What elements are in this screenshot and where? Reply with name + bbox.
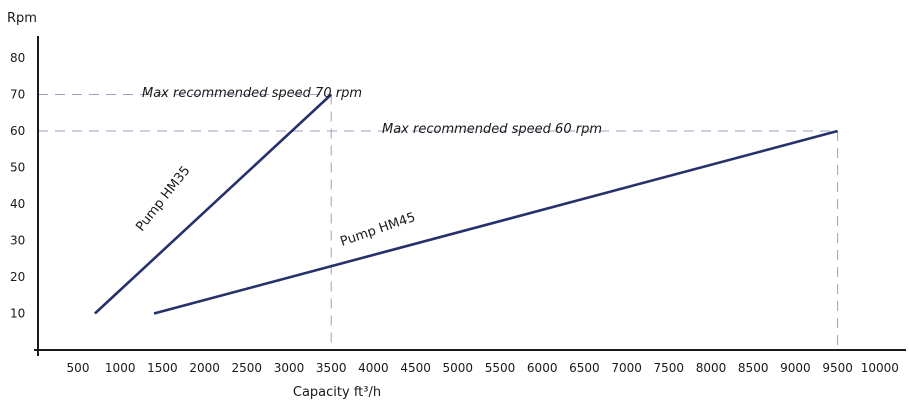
x-tick-label: 1500 bbox=[147, 361, 178, 375]
x-tick-label: 5000 bbox=[443, 361, 474, 375]
series-line-pump-hm45 bbox=[153, 129, 838, 315]
labels: Pump HM35 Pump HM45 Max recommended speed … bbox=[133, 86, 602, 250]
x-tick-label: 7500 bbox=[654, 361, 685, 375]
x-tick-label: 6000 bbox=[527, 361, 558, 375]
axes: 10 20 30 40 50 60 70 80 500 1000 1500 2000 2500 3000 3… bbox=[7, 11, 906, 400]
y-tick-label: 10 bbox=[10, 307, 25, 321]
y-tick-label: 40 bbox=[10, 197, 25, 211]
y-tick-label: 70 bbox=[10, 88, 25, 102]
x-tick-label: 2000 bbox=[189, 361, 220, 375]
reference-label-60: Max recommended speed 60 rpm bbox=[382, 122, 602, 137]
series-label-pump-hm35: Pump HM35 bbox=[133, 163, 193, 234]
reference-label-70: Max recommended speed 70 rpm bbox=[142, 86, 362, 101]
y-tick-label: 20 bbox=[10, 270, 25, 284]
x-axis-title: Capacity ft³/h bbox=[293, 385, 381, 400]
y-axis-title: Rpm bbox=[7, 11, 37, 26]
x-tick-label: 3500 bbox=[316, 361, 347, 375]
x-tick-label: 500 bbox=[67, 361, 90, 375]
x-tick-label: 4500 bbox=[400, 361, 431, 375]
series bbox=[94, 93, 838, 315]
x-tick-label: 2500 bbox=[232, 361, 263, 375]
x-tick-label: 8500 bbox=[738, 361, 769, 375]
series-label-pump-hm45: Pump HM45 bbox=[338, 210, 417, 250]
x-tick-label: 7000 bbox=[611, 361, 642, 375]
x-tick-label: 5500 bbox=[485, 361, 516, 375]
y-tick-label: 80 bbox=[10, 51, 25, 65]
x-tick-label: 9000 bbox=[780, 361, 811, 375]
y-tick-label: 50 bbox=[10, 161, 25, 175]
y-tick-label: 30 bbox=[10, 234, 25, 248]
x-tick-label: 10000 bbox=[861, 361, 899, 375]
x-tick-label: 6500 bbox=[569, 361, 600, 375]
y-tick-label: 60 bbox=[10, 124, 25, 138]
x-tick-label: 1000 bbox=[105, 361, 136, 375]
x-tick-label: 8000 bbox=[696, 361, 727, 375]
x-tick-label: 4000 bbox=[358, 361, 389, 375]
series-line-pump-hm35 bbox=[94, 93, 333, 315]
x-tick-label: 3000 bbox=[274, 361, 305, 375]
reference-lines bbox=[38, 94, 839, 350]
x-tick-label: 9500 bbox=[822, 361, 853, 375]
